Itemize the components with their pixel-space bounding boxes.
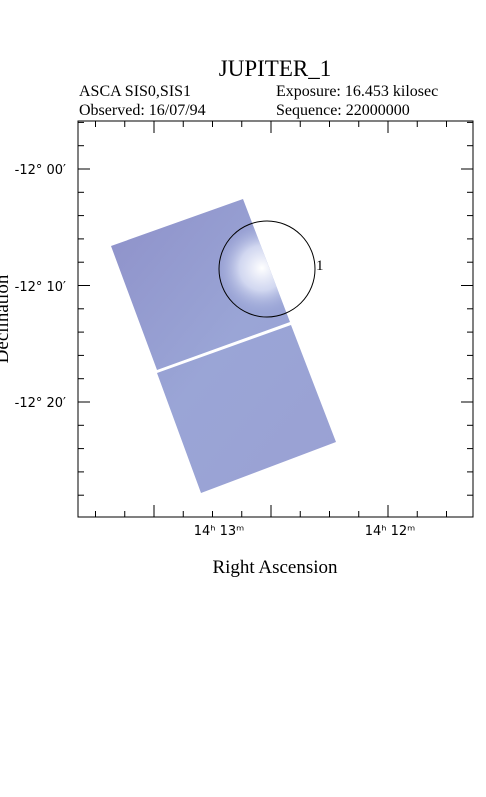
y-tick-label: -12° 20′ (15, 396, 66, 411)
plot-frame (77, 120, 474, 518)
tick-marks (78, 121, 473, 517)
observed: Observed: 16/07/94 (79, 102, 206, 119)
x-tick-label: 14ʰ 12ᵐ (365, 524, 416, 539)
x-tick-label: 14ʰ 13ᵐ (194, 524, 245, 539)
title: JUPITER_1 (219, 56, 331, 81)
y-axis-label: Declination (0, 274, 13, 363)
exposure: Exposure: 16.453 kilosec (276, 83, 438, 100)
x-axis-label: Right Ascension (212, 557, 338, 578)
instrument: ASCA SIS0,SIS1 (79, 83, 191, 100)
exposure-image (111, 199, 336, 493)
source-label: 1 (316, 258, 324, 274)
source-region (218, 220, 316, 318)
sequence: Sequence: 22000000 (276, 102, 410, 119)
y-tick-label: -12° 10′ (15, 280, 66, 295)
y-tick-label: -12° 00′ (15, 163, 66, 178)
